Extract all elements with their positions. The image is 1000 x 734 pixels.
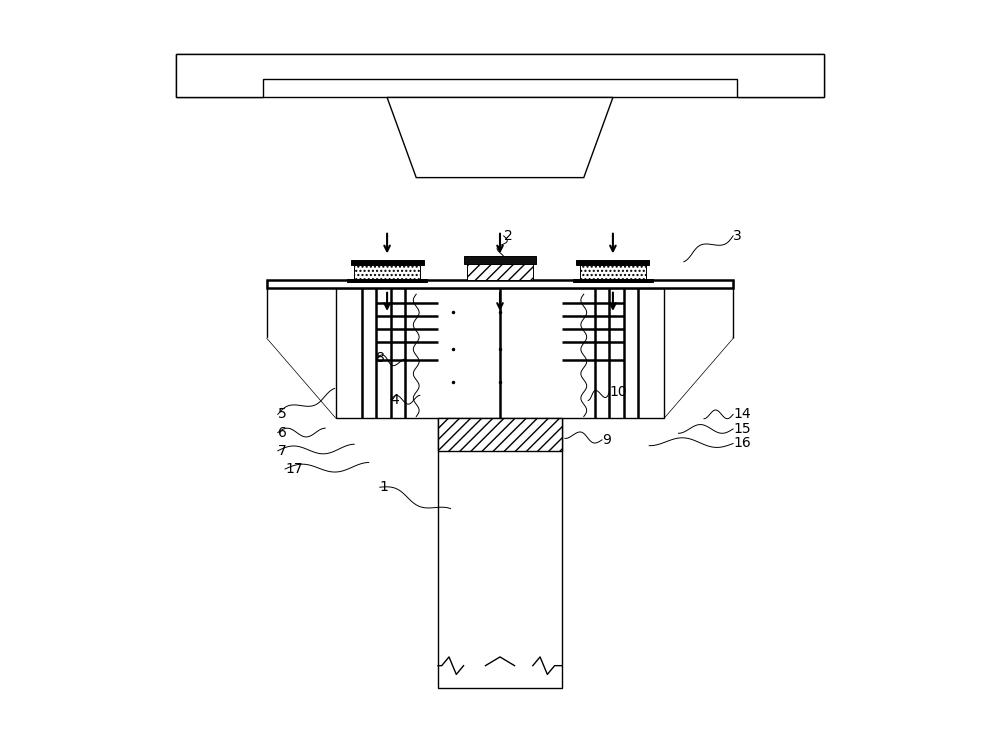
Bar [354, 265, 420, 280]
Polygon shape [176, 54, 824, 98]
Text: 10: 10 [609, 385, 627, 399]
Text: 9: 9 [602, 433, 611, 447]
Text: 14: 14 [733, 407, 751, 421]
Bar [580, 265, 646, 280]
Text: 4: 4 [391, 393, 399, 407]
Polygon shape [267, 338, 733, 418]
Text: 15: 15 [733, 422, 751, 436]
Text: 3: 3 [733, 229, 742, 243]
Bar [467, 264, 533, 280]
Text: 16: 16 [733, 437, 751, 451]
Text: 7: 7 [278, 444, 287, 458]
Bar [351, 260, 424, 265]
Text: 1: 1 [380, 480, 389, 494]
Bar [336, 288, 664, 418]
Text: 5: 5 [278, 407, 287, 421]
Bar [438, 418, 562, 451]
Bar [573, 279, 653, 282]
Text: 6: 6 [278, 426, 287, 440]
Text: 17: 17 [285, 462, 303, 476]
Bar [267, 280, 733, 288]
Polygon shape [387, 98, 613, 178]
Bar [576, 260, 649, 265]
Bar [347, 279, 427, 282]
Text: 2: 2 [504, 229, 512, 243]
Bar [438, 418, 562, 688]
Bar [464, 256, 536, 264]
Polygon shape [176, 54, 824, 98]
Text: 8: 8 [376, 352, 385, 366]
